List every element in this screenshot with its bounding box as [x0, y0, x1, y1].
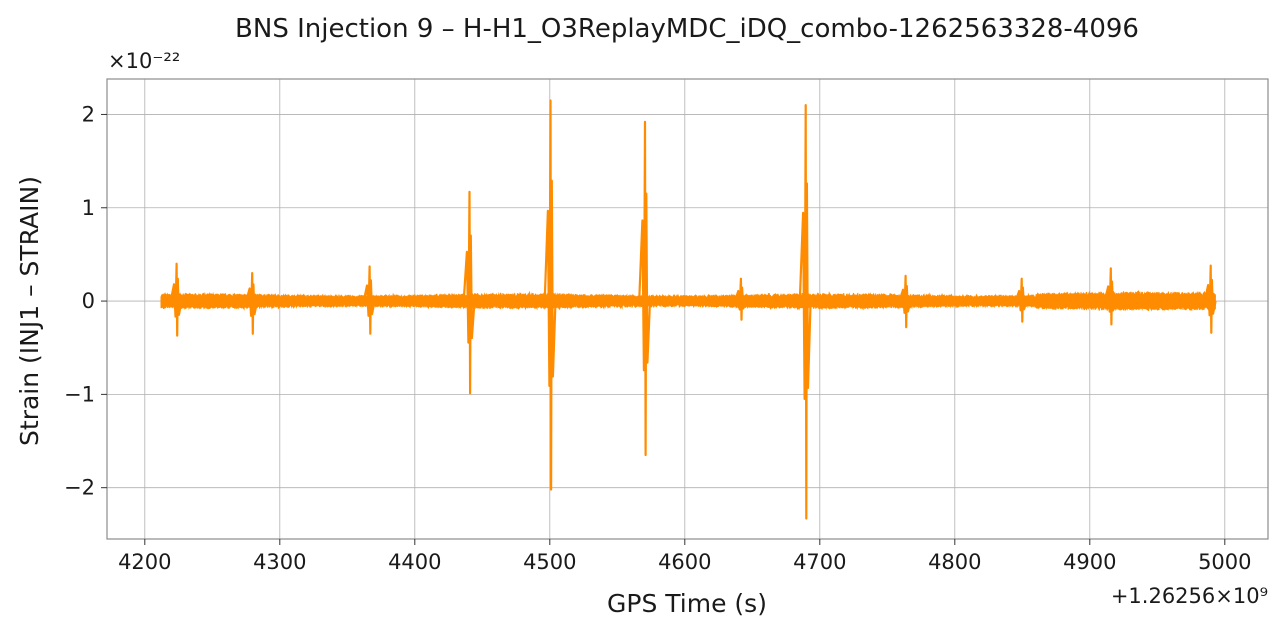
x-tick-label: 4900: [1063, 550, 1116, 574]
axes-frame: [106, 78, 1269, 540]
x-axis: 4200 4300 4400 4500 4600 4700 4800 4900 5000: [118, 539, 1252, 574]
strain-spike-line: [898, 274, 912, 329]
strain-spike: [543, 99, 557, 491]
x-tick-label: 4200: [118, 550, 171, 574]
y-tick-label: 0: [82, 289, 95, 313]
plot-area: [160, 99, 1217, 520]
x-tick-label: 4300: [253, 550, 306, 574]
x-tick-label: 5000: [1198, 550, 1251, 574]
y-tick-label: 1: [82, 196, 95, 220]
strain-spike-line: [169, 262, 183, 337]
strain-spike-line: [638, 120, 652, 457]
y-axis: −2 −1 0 1 2: [64, 102, 107, 500]
strain-spike: [462, 190, 476, 395]
strain-spike-line: [1014, 277, 1028, 323]
strain-spike-line: [1203, 264, 1217, 334]
strain-series-line: [160, 290, 1216, 312]
x-tick-label: 4600: [658, 550, 711, 574]
strain-spike: [1203, 264, 1217, 334]
strain-spike: [1103, 267, 1117, 326]
x-tick-label: 4400: [388, 550, 441, 574]
chart-title: BNS Injection 9 – H-H1_O3ReplayMDC_iDQ_c…: [235, 14, 1139, 44]
strain-spike-line: [798, 103, 812, 520]
strain-spike-line: [462, 190, 476, 395]
x-tick-label: 4500: [523, 550, 576, 574]
strain-spike-line: [245, 272, 259, 335]
strain-spike: [362, 265, 376, 335]
strain-spike-line: [733, 277, 747, 321]
strain-spike: [638, 120, 652, 457]
strain-spike: [733, 277, 747, 321]
grid: [107, 79, 1268, 539]
strain-spike: [245, 272, 259, 335]
x-offset-text: +1.26256×10⁹: [1111, 584, 1268, 608]
y-scale-text: ×10⁻²²: [108, 49, 180, 73]
strain-spike-line: [543, 99, 557, 491]
strain-spike: [1014, 277, 1028, 323]
x-tick-label: 4700: [793, 550, 846, 574]
strain-spike: [898, 274, 912, 329]
y-tick-label: 2: [82, 102, 95, 126]
y-tick-label: −1: [64, 382, 95, 406]
x-axis-label: GPS Time (s): [607, 589, 767, 618]
strain-spike: [798, 103, 812, 520]
strain-spike-line: [1103, 267, 1117, 326]
strain-spike: [169, 262, 183, 337]
strain-spike-line: [362, 265, 376, 335]
x-tick-label: 4800: [928, 550, 981, 574]
y-tick-label: −2: [64, 476, 95, 500]
y-axis-label: Strain (INJ1 – STRAIN): [15, 176, 44, 446]
